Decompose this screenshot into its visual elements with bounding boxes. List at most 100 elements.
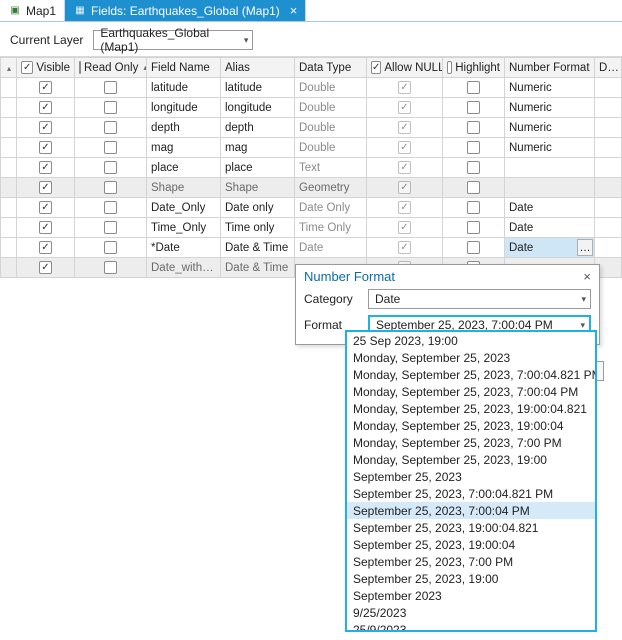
col-highlight[interactable]: Highlight <box>443 58 505 78</box>
alias-cell[interactable]: depth <box>221 118 295 138</box>
col-numberformat[interactable]: Number Format <box>505 58 595 78</box>
format-option[interactable]: September 25, 2023 <box>347 468 595 485</box>
checkbox-icon[interactable] <box>39 241 52 254</box>
row-selector[interactable] <box>1 238 17 258</box>
fieldname-cell[interactable]: latitude <box>147 78 221 98</box>
allownull-cell[interactable] <box>367 98 443 118</box>
category-dropdown[interactable]: Date ▾ <box>368 289 591 309</box>
row-selector[interactable] <box>1 78 17 98</box>
checkbox-icon[interactable] <box>104 261 117 274</box>
fieldname-cell[interactable]: longitude <box>147 98 221 118</box>
alias-cell[interactable]: latitude <box>221 78 295 98</box>
col-datatype[interactable]: Data Type <box>295 58 367 78</box>
number-format-cell[interactable] <box>505 158 595 178</box>
checkbox-icon[interactable] <box>39 101 52 114</box>
alias-cell[interactable]: Date only <box>221 198 295 218</box>
checkbox-icon[interactable] <box>467 201 480 214</box>
format-option[interactable]: Monday, September 25, 2023, 7:00 PM <box>347 434 595 451</box>
checkbox-icon[interactable] <box>467 241 480 254</box>
checkbox-icon[interactable] <box>104 141 117 154</box>
allownull-cell[interactable] <box>367 138 443 158</box>
readonly-cell[interactable] <box>75 238 147 258</box>
fieldname-cell[interactable]: Shape <box>147 178 221 198</box>
allownull-cell[interactable] <box>367 118 443 138</box>
row-selector[interactable] <box>1 138 17 158</box>
alias-cell[interactable]: longitude <box>221 98 295 118</box>
checkbox-icon[interactable] <box>467 161 480 174</box>
row-selector[interactable] <box>1 258 17 278</box>
checkbox-icon[interactable] <box>39 81 52 94</box>
row-selector[interactable] <box>1 178 17 198</box>
number-format-cell[interactable] <box>505 178 595 198</box>
row-selector[interactable] <box>1 218 17 238</box>
number-format-cell[interactable]: Date <box>505 198 595 218</box>
checkbox-icon[interactable] <box>39 161 52 174</box>
fieldname-cell[interactable]: place <box>147 158 221 178</box>
table-row[interactable]: depthdepthDoubleNumeric <box>1 118 622 138</box>
number-format-cell[interactable]: Date <box>505 218 595 238</box>
fieldname-cell[interactable]: *Date <box>147 238 221 258</box>
ellipsis-button[interactable]: … <box>577 239 593 256</box>
fieldname-cell[interactable]: mag <box>147 138 221 158</box>
fieldname-cell[interactable]: Date_with_TZ <box>147 258 221 278</box>
close-icon[interactable]: × <box>583 269 591 284</box>
format-option[interactable]: September 25, 2023, 7:00:04 PM <box>347 502 595 519</box>
table-row[interactable]: Time_OnlyTime onlyTime OnlyDate <box>1 218 622 238</box>
checkbox-icon[interactable] <box>39 121 52 134</box>
checkbox-icon[interactable] <box>104 81 117 94</box>
format-option[interactable]: September 25, 2023, 19:00 <box>347 570 595 587</box>
domain-cell[interactable] <box>595 138 622 158</box>
visible-cell[interactable] <box>17 138 75 158</box>
readonly-cell[interactable] <box>75 198 147 218</box>
checkbox-icon[interactable] <box>104 181 117 194</box>
alias-cell[interactable]: Time only <box>221 218 295 238</box>
number-format-cell[interactable]: Numeric <box>505 118 595 138</box>
domain-cell[interactable] <box>595 78 622 98</box>
fieldname-cell[interactable]: Time_Only <box>147 218 221 238</box>
readonly-cell[interactable] <box>75 138 147 158</box>
domain-cell[interactable] <box>595 118 622 138</box>
checkbox-icon[interactable] <box>104 121 117 134</box>
highlight-cell[interactable] <box>443 78 505 98</box>
format-option[interactable]: September 25, 2023, 19:00:04 <box>347 536 595 553</box>
visible-cell[interactable] <box>17 198 75 218</box>
number-format-cell[interactable]: Numeric <box>505 138 595 158</box>
checkbox-icon[interactable] <box>467 81 480 94</box>
highlight-cell[interactable] <box>443 178 505 198</box>
number-format-cell[interactable]: Date… <box>505 238 595 258</box>
checkbox-icon[interactable] <box>467 141 480 154</box>
checkbox-icon[interactable] <box>398 181 411 194</box>
visible-cell[interactable] <box>17 258 75 278</box>
highlight-cell[interactable] <box>443 158 505 178</box>
table-row[interactable]: placeplaceText <box>1 158 622 178</box>
row-selector[interactable] <box>1 198 17 218</box>
checkbox-icon[interactable] <box>39 201 52 214</box>
table-row[interactable]: longitudelongitudeDoubleNumeric <box>1 98 622 118</box>
domain-cell[interactable] <box>595 218 622 238</box>
checkbox-icon[interactable] <box>467 181 480 194</box>
highlight-cell[interactable] <box>443 138 505 158</box>
readonly-cell[interactable] <box>75 118 147 138</box>
table-row[interactable]: ShapeShapeGeometry <box>1 178 622 198</box>
format-option[interactable]: September 2023 <box>347 587 595 604</box>
checkbox-icon[interactable] <box>104 101 117 114</box>
row-selector-header[interactable]: ▴ <box>1 58 17 78</box>
readonly-cell[interactable] <box>75 158 147 178</box>
fieldname-cell[interactable]: Date_Only <box>147 198 221 218</box>
format-option[interactable]: September 25, 2023, 19:00:04.821 <box>347 519 595 536</box>
alias-cell[interactable]: Date & Time <box>221 258 295 278</box>
visible-cell[interactable] <box>17 238 75 258</box>
highlight-cell[interactable] <box>443 98 505 118</box>
checkbox-icon[interactable] <box>39 181 52 194</box>
highlight-cell[interactable] <box>443 118 505 138</box>
close-icon[interactable]: × <box>290 3 298 18</box>
checkbox-icon[interactable] <box>104 221 117 234</box>
domain-cell[interactable] <box>595 238 622 258</box>
allownull-cell[interactable] <box>367 198 443 218</box>
visible-cell[interactable] <box>17 178 75 198</box>
alias-cell[interactable]: Shape <box>221 178 295 198</box>
checkbox-icon[interactable] <box>21 61 33 74</box>
checkbox-icon[interactable] <box>398 201 411 214</box>
checkbox-icon[interactable] <box>104 241 117 254</box>
visible-cell[interactable] <box>17 98 75 118</box>
